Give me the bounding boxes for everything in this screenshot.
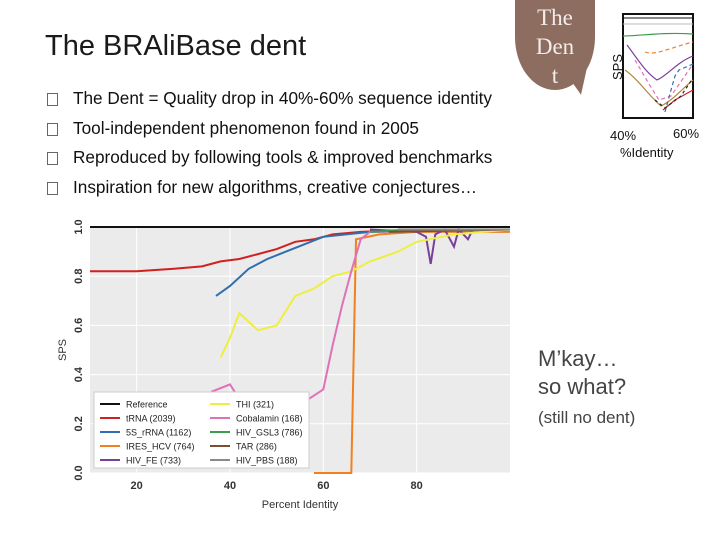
inset-series-line	[624, 69, 694, 107]
legend-label: HIV_PBS (188)	[236, 456, 298, 466]
bullet-text: The Dent = Quality drop in 40%-60% seque…	[73, 88, 492, 108]
legend-label: Reference	[126, 400, 168, 410]
bullet-text: Tool-independent phenomenon found in 200…	[73, 117, 419, 138]
legend-label: HIV_GSL3 (786)	[236, 428, 303, 438]
slide-title: The BRAliBase dent	[45, 30, 307, 62]
inset-series-line	[644, 41, 694, 54]
speech-bubble: The Den t	[515, 0, 595, 90]
checkbox-icon	[47, 181, 58, 195]
series-line	[219, 228, 511, 358]
remark-note: (still no dent)	[538, 408, 636, 427]
inset-chart-svg: SPS 40% 60% %Identity	[610, 13, 699, 160]
y-tick-label: 0.2	[73, 416, 85, 431]
bullet-text: Reproduced by following tools & improved…	[73, 147, 493, 167]
inset-chart: SPS 40% 60% %Identity	[605, 0, 715, 180]
remark-line: M’kay…	[538, 346, 618, 371]
bubble-line: The	[537, 5, 573, 30]
series-line	[215, 228, 511, 297]
bullet-item: The Dent = Quality drop in 40%-60% seque…	[47, 88, 492, 118]
x-tick-label: 60	[317, 480, 329, 492]
y-tick-label: 1.0	[73, 219, 85, 234]
y-tick-label: 0.4	[73, 366, 85, 382]
legend-label: TAR (286)	[236, 442, 277, 452]
inset-series-line	[654, 77, 694, 109]
sps-chart-svg: 0.0 0.2 0.4 0.6 0.8 1.0 20 40 60 80 Percent Identi…	[57, 219, 511, 511]
inset-x-axis-label: %Identity	[620, 145, 674, 160]
x-tick-label: 80	[411, 480, 423, 492]
legend-label: Cobalamin (168)	[236, 414, 303, 424]
x-tick-label: 40	[224, 480, 236, 492]
inset-x-tick-60: 60%	[673, 126, 699, 141]
bullet-text: Inspiration for new algorithms, creative…	[73, 176, 478, 197]
x-tick-label: 20	[131, 480, 143, 492]
inset-x-tick-40: 40%	[610, 128, 636, 143]
legend-label: IRES_HCV (764)	[126, 442, 195, 452]
checkbox-icon	[47, 122, 58, 136]
x-axis-label: Percent Identity	[262, 499, 339, 511]
bullet-item: Tool-independent phenomenon found in 200…	[47, 118, 492, 148]
inset-y-axis-label: SPS	[610, 54, 625, 80]
checkbox-icon	[47, 152, 58, 165]
inset-ylabel-group: SPS	[610, 54, 625, 80]
sps-chart: 0.0 0.2 0.4 0.6 0.8 1.0 20 40 60 80 Percent Identi…	[52, 215, 522, 540]
bullet-item: Inspiration for new algorithms, creative…	[47, 177, 492, 207]
legend-label: HIV_FE (733)	[126, 456, 181, 466]
bubble-line: t	[551, 63, 559, 88]
y-axis-label: SPS	[57, 339, 69, 361]
legend-label: THI (321)	[236, 400, 274, 410]
bullet-list: The Dent = Quality drop in 40%-60% seque…	[47, 88, 492, 206]
y-tick-label: 0.8	[73, 269, 85, 284]
inset-plot-frame	[622, 13, 694, 119]
y-tick-label: 0.0	[73, 465, 85, 480]
bubble-line: Den	[535, 34, 575, 59]
inset-series-line	[622, 32, 694, 37]
legend-label: 5S_rRNA (1162)	[126, 428, 191, 438]
remark-text: M’kay… so what?	[538, 345, 626, 401]
bullet-item: Reproduced by following tools & improved…	[47, 147, 492, 177]
remark-line: so what?	[538, 374, 627, 399]
series-line	[90, 228, 510, 273]
inset-series-line	[634, 59, 694, 101]
y-tick-label: 0.6	[73, 318, 85, 333]
legend-label: tRNA (2039)	[126, 414, 176, 424]
inset-series-line	[626, 44, 694, 81]
inset-series-line	[664, 63, 694, 113]
legend-box	[93, 391, 310, 469]
checkbox-icon	[47, 93, 58, 106]
